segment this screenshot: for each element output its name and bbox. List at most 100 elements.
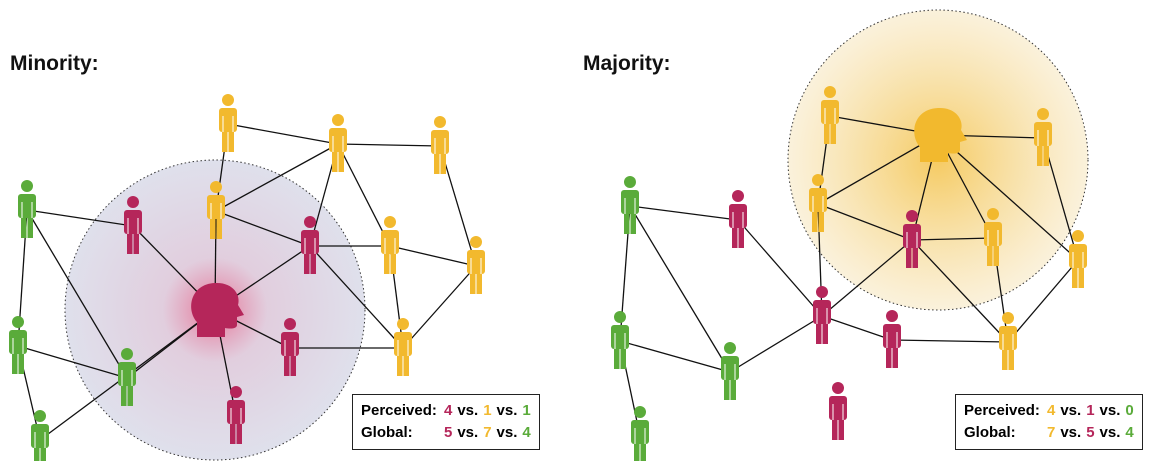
- edge: [817, 134, 939, 205]
- edge: [26, 209, 134, 227]
- person-head: [724, 342, 736, 354]
- person-leg: [332, 148, 338, 172]
- person-head: [332, 114, 344, 126]
- person-body: [813, 300, 831, 324]
- person-head: [624, 176, 636, 188]
- person-icon: [207, 181, 225, 239]
- person-body: [18, 194, 36, 218]
- edge: [26, 209, 128, 379]
- person-leg: [230, 420, 236, 444]
- edge: [937, 134, 1079, 261]
- count: 7: [1047, 424, 1056, 441]
- person-icon: [381, 216, 399, 274]
- person-leg: [1072, 264, 1078, 288]
- edge: [389, 245, 477, 267]
- person-body: [903, 224, 921, 248]
- person-head: [832, 382, 844, 394]
- person-icon: [18, 180, 36, 238]
- person-leg: [892, 344, 898, 368]
- person-icon: [118, 348, 136, 406]
- person-leg: [630, 210, 636, 234]
- edge: [737, 219, 823, 317]
- person-leg: [40, 444, 46, 461]
- person-icon: [281, 318, 299, 376]
- person-body: [809, 188, 827, 212]
- person-head: [21, 180, 33, 192]
- person-leg: [614, 345, 620, 369]
- edge: [911, 237, 994, 241]
- person-leg: [434, 150, 440, 174]
- person-icon: [721, 342, 739, 400]
- person-leg: [830, 120, 836, 144]
- person-icon: [301, 216, 319, 274]
- count: 4: [444, 402, 453, 419]
- edge: [227, 123, 339, 145]
- person-head: [12, 316, 24, 328]
- count: 1: [522, 402, 531, 419]
- nodes: [9, 86, 1087, 461]
- edge: [215, 210, 311, 247]
- separator: vs.: [496, 402, 518, 419]
- person-body: [301, 230, 319, 254]
- count: 5: [1086, 424, 1095, 441]
- person-body: [1069, 244, 1087, 268]
- edge: [1007, 259, 1079, 343]
- person-icon: [883, 310, 901, 368]
- person-body: [721, 356, 739, 380]
- person-icon: [903, 210, 921, 268]
- person-icon: [431, 116, 449, 174]
- legend-label: Perceived:: [361, 402, 437, 419]
- person-leg: [310, 250, 316, 274]
- separator: vs.: [457, 424, 479, 441]
- legend-box: Perceived: 4 vs. 1 vs. 0 Global: 7 vs. 5 vs. 4: [955, 394, 1143, 450]
- person-leg: [1078, 264, 1084, 288]
- person-leg: [620, 345, 626, 369]
- person-leg: [236, 420, 242, 444]
- separator: vs.: [1099, 424, 1121, 441]
- count: 4: [1047, 402, 1056, 419]
- separator: vs.: [1060, 402, 1082, 419]
- person-head: [614, 311, 626, 323]
- edge: [821, 315, 893, 341]
- person-leg: [12, 350, 18, 374]
- legend-row: Global: 7 vs. 5 vs. 4: [964, 422, 1134, 444]
- person-leg: [121, 382, 127, 406]
- person-icon: [467, 236, 485, 294]
- person-leg: [216, 215, 222, 239]
- person-leg: [634, 440, 640, 461]
- person-head: [222, 94, 234, 106]
- legend-label: Global:: [964, 424, 1016, 441]
- person-head: [397, 318, 409, 330]
- person-body: [31, 424, 49, 448]
- person-body: [729, 204, 747, 228]
- person-leg: [127, 382, 133, 406]
- person-icon: [1034, 108, 1052, 166]
- person-leg: [832, 416, 838, 440]
- person-leg: [640, 440, 646, 461]
- person-leg: [133, 230, 139, 254]
- person-head: [121, 348, 133, 360]
- person-body: [207, 195, 225, 219]
- person-icon: [329, 114, 347, 172]
- person-body: [829, 396, 847, 420]
- person-body: [631, 420, 649, 444]
- person-body: [9, 330, 27, 354]
- edge: [215, 143, 339, 212]
- person-head: [470, 236, 482, 248]
- separator: vs.: [1099, 402, 1121, 419]
- person-leg: [993, 242, 999, 266]
- person-body: [467, 250, 485, 274]
- person-leg: [732, 224, 738, 248]
- count: 4: [522, 424, 531, 441]
- person-leg: [1002, 346, 1008, 370]
- person-icon: [227, 386, 245, 444]
- person-leg: [730, 376, 736, 400]
- person-head: [886, 310, 898, 322]
- person-body: [999, 326, 1017, 350]
- head-icon: [191, 282, 244, 337]
- count: 5: [444, 424, 453, 441]
- person-icon: [631, 406, 649, 461]
- count: 1: [1086, 402, 1095, 419]
- person-leg: [228, 128, 234, 152]
